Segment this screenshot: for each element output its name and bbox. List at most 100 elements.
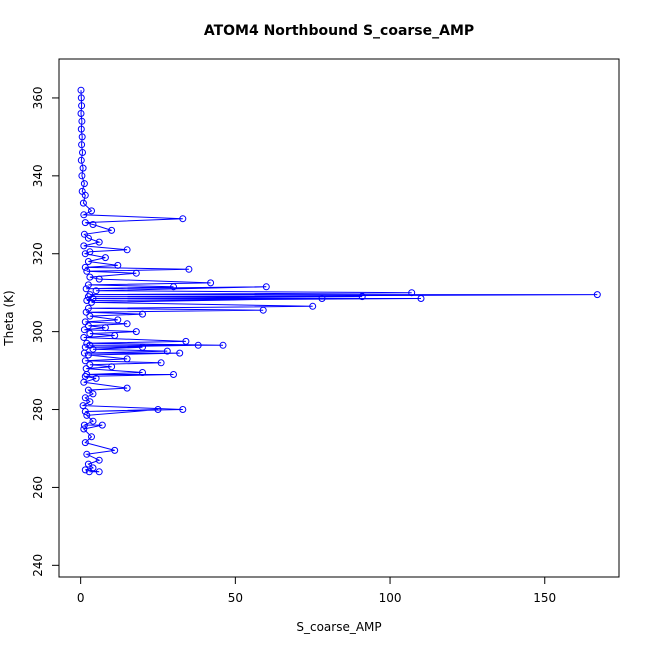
data-point [83, 411, 91, 419]
data-point [86, 361, 94, 369]
data-point [80, 334, 88, 341]
data-point [95, 456, 103, 464]
data-point [80, 211, 88, 219]
data-point [95, 275, 103, 283]
data-point [81, 357, 89, 365]
data-point [89, 464, 97, 472]
y-tick-label: 320 [31, 242, 45, 265]
data-point [81, 466, 89, 474]
data-point [593, 291, 601, 299]
data-point [83, 450, 91, 458]
data-point [309, 302, 317, 310]
chart-title: ATOM4 Northbound S_coarse_AMP [204, 23, 474, 39]
data-point [86, 273, 94, 281]
data-point [78, 141, 86, 149]
data-point [80, 230, 88, 238]
data-point [81, 263, 89, 271]
y-axis: 240 260 280 300 320 340 360 [31, 86, 60, 577]
data-point [81, 394, 89, 402]
data-point [101, 254, 109, 262]
data-point [179, 406, 187, 413]
data-point [78, 117, 86, 125]
data-point [185, 265, 193, 273]
data-point [123, 384, 131, 392]
x-tick-label: 150 [533, 591, 556, 605]
data-point [77, 156, 85, 164]
y-tick-label: 340 [31, 164, 45, 187]
data-point [89, 390, 97, 398]
data-point [114, 316, 122, 324]
data-point [92, 374, 100, 382]
data-point [176, 349, 184, 357]
data-point [81, 191, 89, 199]
data-point [86, 330, 94, 338]
data-point [262, 283, 270, 291]
data-point [79, 402, 87, 410]
y-tick-label: 300 [31, 320, 45, 343]
data-point [219, 341, 227, 349]
data-point [111, 446, 119, 454]
data-point [207, 279, 215, 287]
data-point [85, 468, 93, 476]
data-series [77, 86, 601, 476]
data-point [81, 219, 89, 227]
data-point [139, 310, 146, 318]
x-axis: 0 50 100 150 [77, 576, 556, 605]
data-point [88, 207, 95, 215]
data-point [123, 246, 131, 254]
data-point [81, 408, 89, 415]
data-point [86, 248, 94, 256]
data-point [77, 110, 85, 117]
data-point [101, 324, 109, 332]
data-point [79, 164, 87, 172]
data-point [89, 345, 97, 353]
data-point [77, 86, 85, 94]
data-point [88, 433, 95, 441]
data-point [358, 293, 366, 301]
data-point [83, 371, 91, 378]
data-point [154, 406, 162, 413]
y-tick-label: 280 [31, 398, 45, 421]
x-tick-label: 100 [379, 591, 402, 605]
data-point [92, 287, 100, 295]
y-tick-label: 360 [31, 86, 45, 109]
data-point [408, 289, 416, 297]
data-point [80, 421, 88, 429]
data-point [84, 293, 92, 301]
data-point [84, 304, 92, 312]
data-point [82, 308, 90, 316]
data-point [89, 221, 97, 228]
data-point [89, 295, 97, 302]
data-point [80, 349, 88, 357]
data-point [89, 417, 97, 425]
data-point [84, 460, 92, 468]
data-point [86, 398, 94, 406]
data-point [84, 234, 92, 242]
data-point [78, 133, 86, 141]
data-point [170, 371, 177, 378]
y-axis-label: Theta (K) [2, 290, 16, 346]
series-line [80, 90, 598, 473]
data-point [81, 250, 89, 258]
x-axis-label: S_coarse_AMP [296, 620, 381, 634]
data-point [83, 267, 91, 275]
data-point [77, 125, 85, 133]
data-point [81, 439, 89, 447]
data-point [114, 261, 122, 269]
data-point [88, 298, 95, 306]
y-tick-label: 260 [31, 476, 45, 499]
data-point [84, 386, 92, 394]
data-point [139, 343, 146, 351]
data-point [123, 355, 131, 363]
data-point [84, 281, 92, 289]
data-point [194, 341, 202, 349]
data-point [83, 297, 91, 304]
data-point [139, 369, 146, 376]
data-point [259, 306, 267, 314]
data-point [417, 295, 425, 302]
data-point [80, 425, 88, 433]
data-point [80, 326, 88, 334]
data-point [77, 94, 85, 102]
data-point [111, 332, 119, 339]
data-point [170, 283, 177, 291]
